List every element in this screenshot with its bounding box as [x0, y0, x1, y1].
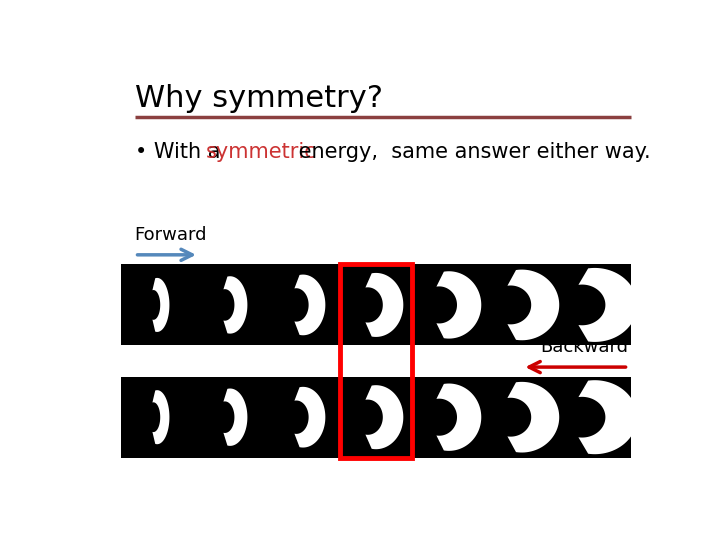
Polygon shape: [436, 383, 481, 451]
Polygon shape: [153, 278, 169, 332]
Polygon shape: [153, 390, 169, 444]
Polygon shape: [508, 269, 559, 340]
Text: Forward: Forward: [135, 226, 207, 244]
Polygon shape: [578, 268, 637, 342]
Polygon shape: [223, 276, 248, 334]
Bar: [121, 265, 631, 346]
Polygon shape: [436, 271, 481, 339]
Polygon shape: [366, 385, 403, 449]
Text: Backward: Backward: [541, 338, 629, 356]
Polygon shape: [508, 382, 559, 453]
Polygon shape: [366, 273, 403, 337]
Bar: [121, 377, 631, 458]
Text: • With a: • With a: [135, 141, 227, 161]
Text: energy,  same answer either way.: energy, same answer either way.: [292, 141, 650, 161]
Polygon shape: [578, 380, 637, 454]
Polygon shape: [294, 387, 325, 448]
Polygon shape: [294, 274, 325, 335]
Text: symmetric: symmetric: [206, 141, 317, 161]
Text: Why symmetry?: Why symmetry?: [135, 84, 382, 112]
Polygon shape: [223, 388, 248, 446]
Bar: [340, 265, 413, 458]
